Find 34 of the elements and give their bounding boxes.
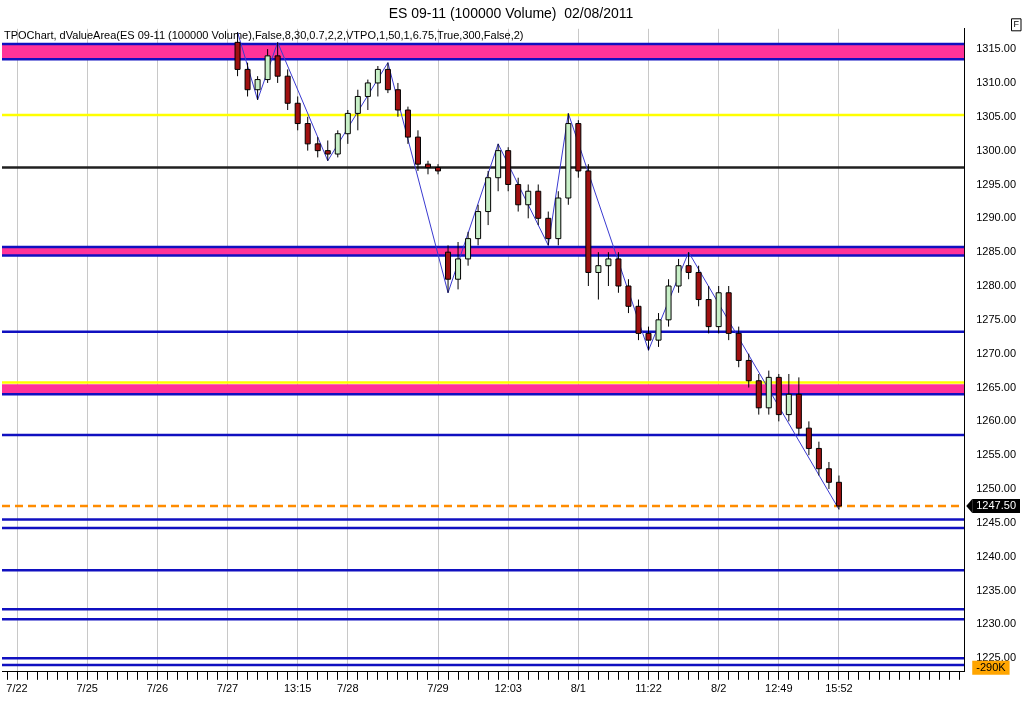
y-tick-label: 1250.00 (976, 482, 1016, 495)
x-tick-label: 8/2 (711, 682, 727, 695)
y-tick-label: 1285.00 (976, 245, 1016, 258)
x-tick-label: 7/26 (146, 682, 169, 695)
ref-line-label: 1247.50 (976, 499, 1016, 511)
x-tick-label: 8/1 (570, 682, 586, 695)
y-tick-label: 1245.00 (976, 515, 1016, 528)
y-tick-label: 1305.00 (976, 109, 1016, 122)
y-tick-label: 1295.00 (976, 177, 1016, 190)
y-tick-label: 1280.00 (976, 279, 1016, 292)
y-tick-label: 1255.00 (976, 448, 1016, 461)
x-tick-label: 15:52 (825, 682, 853, 695)
y-tick-label: 1315.00 (976, 42, 1016, 55)
y-tick-label: 1300.00 (976, 143, 1016, 156)
x-tick-label: 7/25 (76, 682, 98, 695)
x-tick-label: 13:15 (283, 682, 312, 695)
x-tick-label: 7/29 (427, 682, 449, 695)
chart-title: ES 09-11 (100000 Volume) 02/08/2011 (388, 5, 634, 22)
x-tick-label: 7/27 (216, 682, 239, 695)
y-tick-label: 1275.00 (976, 312, 1016, 325)
y-tick-label: 1265.00 (976, 380, 1016, 393)
x-tick-label: 7/22 (6, 682, 28, 695)
y-tick-label: 1235.00 (976, 583, 1016, 596)
y-tick-label: 1270.00 (976, 346, 1016, 359)
x-tick-label: 12:49 (765, 682, 793, 695)
x-tick-label: 11:22 (635, 682, 662, 695)
x-tick-label: 12:03 (494, 682, 522, 695)
x-tick-label: 7/28 (337, 682, 359, 695)
y-tick-label: 1260.00 (976, 414, 1016, 427)
y-tick-label: 1240.00 (976, 549, 1016, 562)
y-tick-label: 1290.00 (976, 211, 1016, 224)
text: F (1013, 19, 1020, 30)
y-tick-label: 1230.00 (976, 617, 1016, 630)
y-tick-label: 1310.00 (976, 75, 1016, 88)
